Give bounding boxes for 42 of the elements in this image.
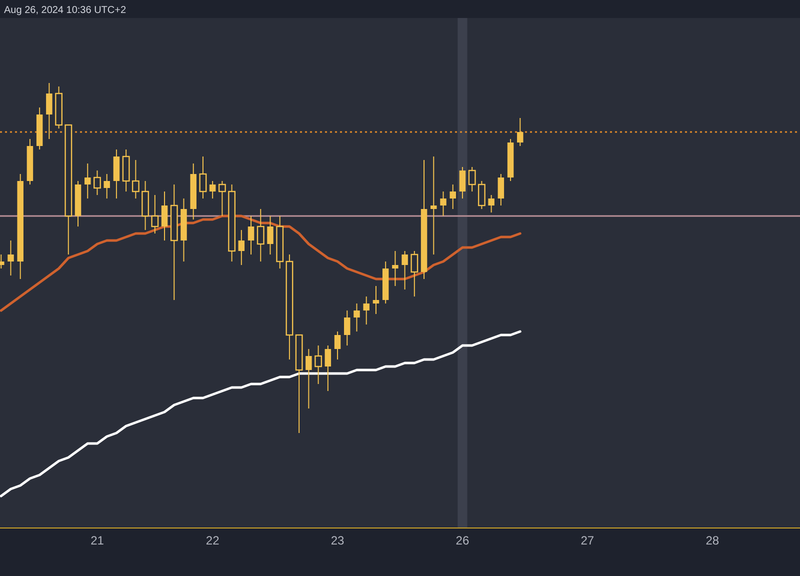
candlestick [46,82,52,140]
candlestick [306,348,312,409]
candlestick [248,216,254,255]
candlestick [354,303,360,332]
candlestick [402,250,408,290]
candlestick [334,331,341,360]
x-tick-label: 22 [206,534,220,548]
candlestick [488,194,494,213]
candlestick [151,194,159,234]
candlestick [392,250,398,286]
candlestick [132,160,140,199]
candlestick [440,191,446,216]
candlestick [8,240,14,276]
x-tick-label: 28 [706,534,720,548]
candlestick [344,310,350,346]
text: Aug 26, 2024 10:36 UTC+2 [4,5,126,16]
candlestick [450,184,456,210]
candlestick [459,166,466,199]
candlestick [410,250,418,297]
candlestick [94,170,101,196]
candlestick [267,216,274,255]
candlestick [430,156,437,255]
candlestick [498,174,504,206]
x-tick-label: 27 [580,534,594,548]
candlestick [468,166,476,192]
candlestick [372,286,380,314]
candlestick [324,345,332,392]
candlestick [478,180,486,210]
x-tick-label: 21 [90,534,104,548]
candlestick [84,163,91,199]
candlestick [209,180,216,199]
candlestick [256,208,264,262]
candlestick [314,345,322,384]
candlestick [218,180,226,216]
candlestick [363,296,370,325]
x-tick-label: 26 [456,534,470,548]
candlestick [238,230,245,266]
candlestick [517,118,524,146]
x-tick-label: 23 [330,534,345,548]
candlestick [104,174,110,199]
candlestick [161,191,168,241]
candlestick [199,156,207,199]
